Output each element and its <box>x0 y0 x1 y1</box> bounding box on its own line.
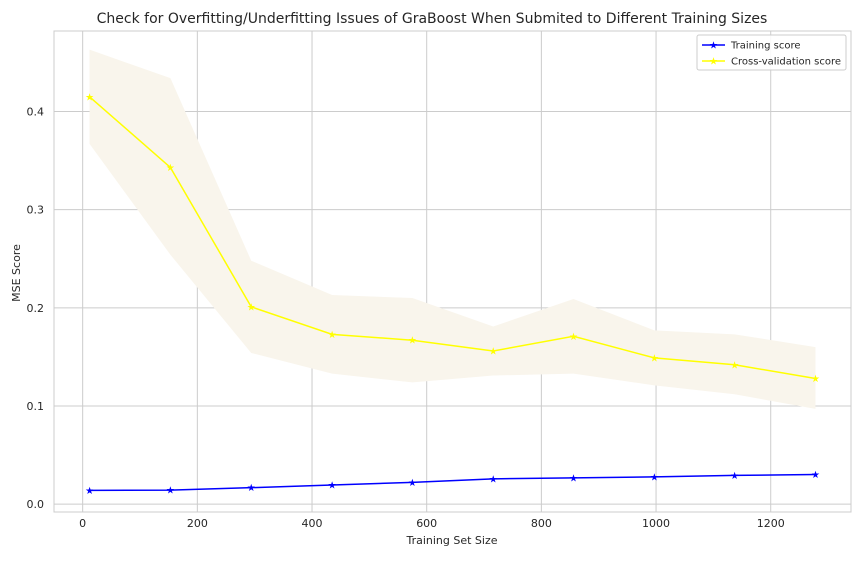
training-point: ★ <box>489 474 498 485</box>
legend-label-cv: Cross-validation score <box>731 57 841 68</box>
cv-band <box>89 49 816 409</box>
legend-box <box>696 34 847 71</box>
cv-point: ★ <box>569 332 578 343</box>
cv-point: ★ <box>811 374 820 385</box>
cv-point: ★ <box>489 347 498 358</box>
training-line <box>89 473 816 492</box>
cv-point: ★ <box>166 163 175 174</box>
cv-point: ★ <box>730 360 739 371</box>
training-point: ★ <box>85 486 94 497</box>
x-tick-label: 600 <box>416 517 437 530</box>
cv-point: ★ <box>247 302 256 313</box>
y-tick-label: 0.1 <box>27 400 45 413</box>
y-axis-label: MSE Score <box>10 244 23 302</box>
x-axis-label: Training Set Size <box>405 534 497 547</box>
y-tick-label: 0.4 <box>27 105 45 118</box>
chart-title: Check for Overfitting/Underfitting Issue… <box>97 11 768 27</box>
training-point: ★ <box>730 471 739 482</box>
x-tick-label: 200 <box>187 517 208 530</box>
cv-point: ★ <box>85 92 94 103</box>
y-tick-label: 0.3 <box>27 204 45 217</box>
cv-line <box>89 96 816 380</box>
x-tick-label: 1000 <box>642 517 670 530</box>
confidence-bands <box>89 49 816 491</box>
y-tick-label: 0.2 <box>27 302 45 315</box>
training-point: ★ <box>811 470 820 481</box>
training-point: ★ <box>247 483 256 494</box>
series-lines: ★ ★ ★ ★ ★ ★ ★ ★ ★ ★ ★ ★ ★ ★ ★ ★ ★ ★ ★ ★ <box>85 92 820 497</box>
cv-point: ★ <box>328 330 337 341</box>
cv-point: ★ <box>408 336 417 347</box>
legend-marker-training: ★ <box>709 41 718 52</box>
legend-label-training: Training score <box>730 41 801 52</box>
legend: ★ Training score ★ Cross-validation scor… <box>696 34 847 71</box>
tick-labels: 0 200 400 600 800 1000 1200 0.0 0.1 0.2 0.3 0.4 <box>27 105 785 530</box>
x-tick-label: 0 <box>79 517 86 530</box>
y-tick-label: 0.0 <box>27 498 45 511</box>
training-point: ★ <box>569 473 578 484</box>
plot-frame <box>53 30 852 513</box>
training-point: ★ <box>328 481 337 492</box>
x-tick-label: 1200 <box>757 517 785 530</box>
x-tick-label: 400 <box>302 517 323 530</box>
training-point: ★ <box>408 478 417 489</box>
x-tick-label: 800 <box>531 517 552 530</box>
cv-point: ★ <box>650 353 659 364</box>
training-point: ★ <box>650 472 659 483</box>
legend-marker-cv: ★ <box>709 57 718 68</box>
training-point: ★ <box>166 486 175 497</box>
